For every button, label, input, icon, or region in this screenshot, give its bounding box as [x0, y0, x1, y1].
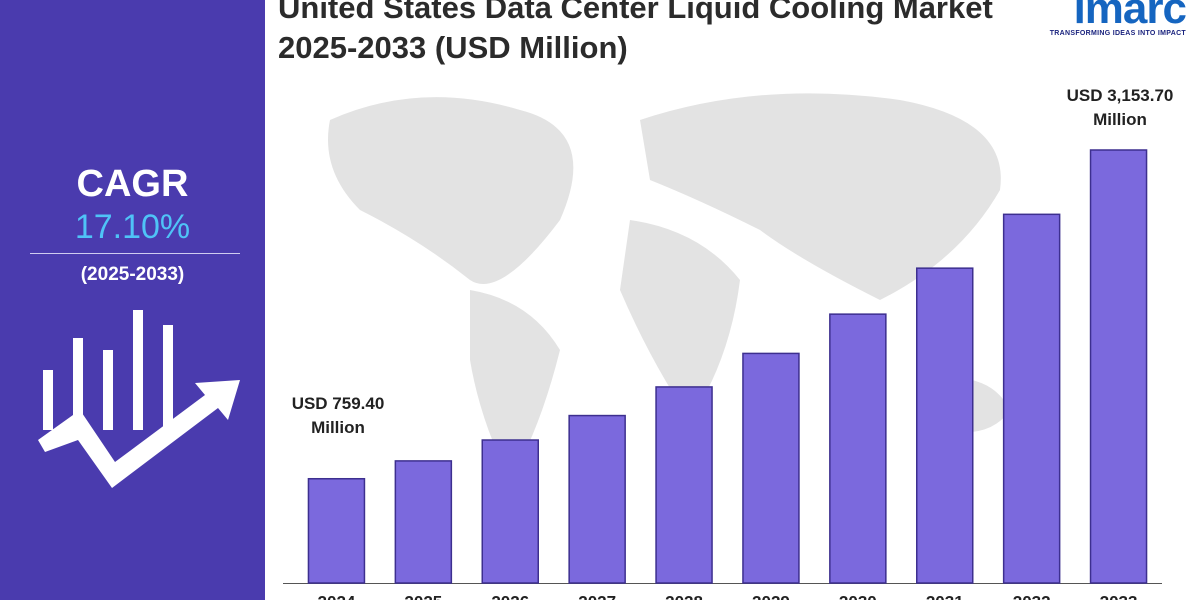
bar [568, 414, 626, 584]
world-map [328, 93, 1010, 480]
x-tick-label: 2032 [1013, 592, 1051, 600]
logo: imarc [1073, 0, 1187, 33]
x-tick-label: 2027 [578, 592, 616, 600]
bar [1002, 213, 1061, 584]
cagr-period: (2025-2033) [80, 264, 185, 285]
cagr-value: 17.10% [74, 208, 191, 246]
x-tick-label: 2024 [318, 592, 356, 600]
logo-tagline: TRANSFORMING IDEAS INTO IMPACT [1049, 30, 1186, 37]
bar [829, 313, 887, 584]
bar [307, 477, 366, 584]
x-tick-label: 2030 [839, 592, 877, 600]
bar [1089, 149, 1148, 584]
chart-title: United States Data Center Liquid Cooling… [278, 0, 993, 65]
bar [481, 439, 539, 584]
side-panel [0, 0, 265, 600]
cagr-label: CAGR [76, 163, 189, 205]
annotation: USD 3,153.70 Million [1066, 86, 1174, 129]
x-tick-label: 2026 [491, 592, 529, 600]
bar [655, 386, 713, 584]
x-tick-label: 2033 [1100, 592, 1138, 600]
separator [30, 253, 240, 254]
bar [394, 460, 453, 584]
x-tick-label: 2028 [665, 592, 703, 600]
x-tick-label: 2029 [752, 592, 790, 600]
bar [916, 267, 974, 584]
x-tick-label: 2025 [404, 592, 442, 600]
x-tick-label: 2031 [926, 592, 964, 600]
growth-icon [38, 310, 240, 488]
annotation: USD 759.40 Million [291, 394, 385, 437]
bar [742, 352, 800, 584]
